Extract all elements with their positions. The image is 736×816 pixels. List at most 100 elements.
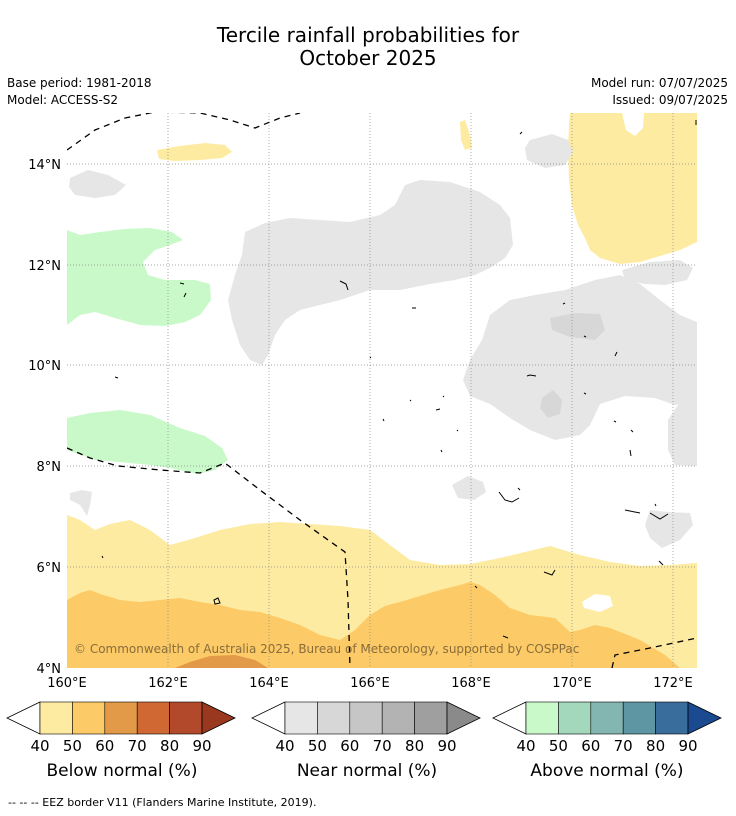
- island-22: [649, 512, 669, 520]
- island-27: [213, 597, 221, 605]
- below-normal-colorbar-tick: 40: [30, 737, 49, 755]
- eez-borders: [67, 113, 697, 668]
- near-normal-colorbar-max-tip: [446, 701, 481, 735]
- above-normal-colorbar-segment: [622, 701, 656, 735]
- island-2: [179, 282, 185, 285]
- near-normal-colorbar-tick: 60: [340, 737, 359, 755]
- near-normal-colorbar-min-tip: [251, 701, 286, 735]
- above-normal-colorbar-max-tip: [687, 701, 722, 735]
- island-11: [409, 399, 412, 402]
- below-normal-colorbar-tick: 50: [63, 737, 82, 755]
- island-15: [583, 392, 587, 395]
- island-30: [614, 351, 618, 357]
- below-normal-colorbar-min-tip: [6, 701, 41, 735]
- above-normal-colorbar-tick: 60: [581, 737, 600, 755]
- copyright-notice: © Commonwealth of Australia 2025, Bureau…: [74, 642, 579, 656]
- island-10: [435, 408, 441, 411]
- island-29: [502, 635, 509, 639]
- near-normal-50-patch-small: [540, 390, 562, 418]
- island-9: [114, 376, 119, 379]
- above-normal-colorbar-segment: [558, 701, 592, 735]
- island-32: [382, 418, 385, 422]
- island-23: [654, 503, 657, 507]
- near-normal-40-east-strip: [622, 260, 693, 285]
- y-tick-12n: 12°N: [28, 259, 61, 274]
- x-tick-168e: 168°E: [451, 676, 491, 691]
- above-normal-colorbar-tick: 80: [646, 737, 665, 755]
- near-normal-colorbar-tick: 70: [373, 737, 392, 755]
- near-normal-colorbar-tick: 90: [437, 737, 456, 755]
- island-21: [624, 509, 641, 514]
- y-tick-10n: 10°N: [28, 359, 61, 374]
- island-26: [101, 555, 104, 559]
- island-12: [442, 395, 445, 398]
- near-normal-colorbar-segment: [284, 701, 318, 735]
- below-normal-colorbar-segment: [169, 701, 203, 735]
- near-normal-colorbar-segment: [414, 701, 448, 735]
- near-normal-colorbar-tick: 50: [308, 737, 327, 755]
- below-normal-colorbar-segment: [72, 701, 106, 735]
- y-tick-8n: 8°N: [37, 460, 62, 475]
- above-normal-40-west-upper: [67, 228, 211, 326]
- base-period: Base period: 1981-2018: [7, 76, 152, 90]
- below-normal-colorbar-segment: [104, 701, 138, 735]
- near-normal-40-small-west: [70, 490, 92, 516]
- island-28: [474, 585, 478, 589]
- near-normal-40-small-mid: [452, 476, 486, 500]
- island-33: [440, 449, 443, 453]
- below-normal-40-band-northeast: [568, 113, 697, 264]
- no-signal-patch: [582, 594, 613, 612]
- x-tick-160e: 160°E: [47, 676, 87, 691]
- chart-title-line1: Tercile rainfall probabilities for: [216, 23, 520, 47]
- below-normal-colorbar-tick: 60: [95, 737, 114, 755]
- map-grid: [67, 113, 697, 668]
- near-normal-40-northeast-patch: [525, 134, 573, 168]
- island-14: [526, 374, 537, 377]
- near-normal-40-east: [463, 275, 697, 440]
- above-normal-40-west-lower: [67, 410, 228, 474]
- island-3: [183, 292, 187, 298]
- above-normal-colorbar-tick: 90: [678, 737, 697, 755]
- x-tick-170e: 170°E: [552, 676, 592, 691]
- island-13: [456, 429, 459, 432]
- near-normal-40-central: [228, 180, 513, 365]
- near-normal-40-small-east: [645, 510, 693, 548]
- above-normal-colorbar-segment: [655, 701, 689, 735]
- near-normal-40-east-edge: [668, 398, 697, 466]
- below-normal-colorbar-max-tip: [201, 701, 236, 735]
- island-24: [658, 560, 664, 566]
- island-1: [339, 280, 349, 291]
- model-run: Model run: 07/07/2025: [590, 76, 728, 90]
- above-normal-colorbar-tick: 40: [516, 737, 535, 755]
- x-tick-166e: 166°E: [350, 676, 390, 691]
- x-tick-172e: 172°E: [653, 676, 693, 691]
- near-normal-label: Near normal (%): [296, 761, 438, 781]
- above-normal-colorbar-segment: [590, 701, 624, 735]
- near-normal-colorbar-segment: [317, 701, 351, 735]
- below-normal-50-band: [67, 582, 680, 668]
- below-normal-colorbar-segment: [39, 701, 73, 735]
- island-20: [517, 487, 521, 491]
- eez-border-north: [67, 113, 301, 151]
- below-normal-colorbar-tick: 70: [128, 737, 147, 755]
- island-18: [629, 449, 632, 457]
- y-tick-4n: 4°N: [37, 662, 62, 677]
- below-normal-colorbar-segment: [136, 701, 170, 735]
- x-tick-162e: 162°E: [148, 676, 188, 691]
- above-normal-colorbar-tick: 50: [549, 737, 568, 755]
- x-tick-164e: 164°E: [249, 676, 289, 691]
- below-normal-40-patch-small: [460, 120, 472, 150]
- near-normal-colorbar-tick: 80: [405, 737, 424, 755]
- chart-title-line2: October 2025: [299, 46, 437, 70]
- islands: [101, 120, 697, 639]
- x-axis-ticks: 160°E 162°E 164°E 166°E 168°E 170°E 172°…: [47, 676, 693, 691]
- model-name: Model: ACCESS-S2: [7, 93, 119, 107]
- below-normal-40-patch-north: [157, 143, 232, 161]
- island-7: [562, 302, 566, 305]
- near-normal-40-northwest-patch: [69, 170, 126, 198]
- below-normal-colorbar-tick: 80: [160, 737, 179, 755]
- y-axis-ticks: 14°N 12°N 10°N 8°N 6°N 4°N: [28, 158, 61, 677]
- island-25: [543, 569, 556, 576]
- near-normal-colorbar-segment: [349, 701, 383, 735]
- above-normal-colorbar-segment: [525, 701, 559, 735]
